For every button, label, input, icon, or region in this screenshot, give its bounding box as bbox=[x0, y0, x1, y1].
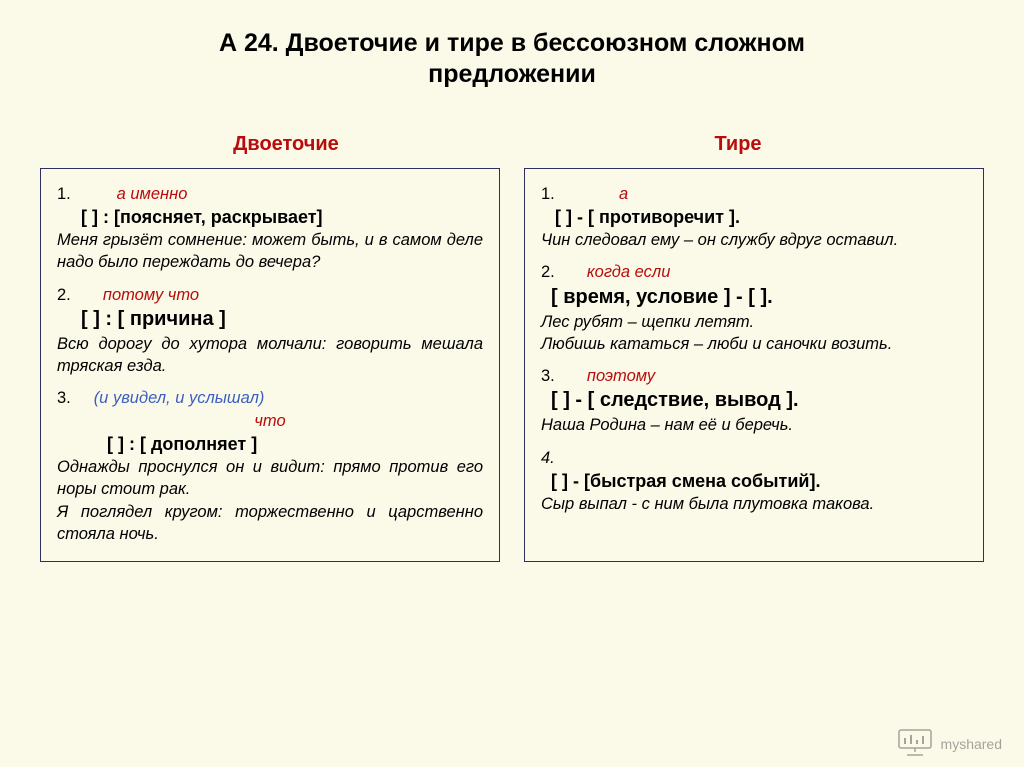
scheme-2: [ время, условие ] - [ ]. bbox=[541, 284, 967, 311]
hint-poetomu: поэтому bbox=[587, 367, 655, 385]
watermark: myshared bbox=[897, 728, 1002, 759]
item-number: 1. bbox=[541, 185, 555, 203]
item-2: 2. потому что [ ] : [ причина ] Всю доро… bbox=[57, 284, 483, 378]
hint-a-imenno: а именно bbox=[117, 185, 188, 203]
example-2: Всю дорогу до хутора молчали: говорить м… bbox=[57, 333, 483, 378]
colon-panel: 1. а именно [ ] : [поясняет, раскрывает]… bbox=[40, 168, 500, 563]
scheme-2: [ ] : [ причина ] bbox=[57, 306, 483, 333]
example-1: Чин следовал ему – он службу вдруг остав… bbox=[541, 229, 967, 251]
watermark-text: myshared bbox=[941, 736, 1002, 752]
scheme-3: [ ] : [ дополняет ] bbox=[57, 432, 483, 456]
heading-dash: Тире bbox=[512, 133, 964, 156]
column-headings: Двоеточие Тире bbox=[0, 133, 1024, 156]
item-number: 1. bbox=[57, 185, 71, 203]
item-3: 3. (и увидел, и услышал) что [ ] : [ доп… bbox=[57, 387, 483, 545]
item-3: 3. поэтому [ ] - [ следствие, вывод ]. Н… bbox=[541, 365, 967, 437]
item-1: 1. а [ ] - [ противоречит ]. Чин следова… bbox=[541, 183, 967, 252]
scheme-4: [ ] - [быстрая смена событий]. bbox=[541, 469, 967, 493]
scheme-1: [ ] - [ противоречит ]. bbox=[541, 205, 967, 229]
example-2b: Любишь кататься – люби и саночки возить. bbox=[541, 333, 967, 355]
example-3b: Я поглядел кругом: торжественно и царств… bbox=[57, 501, 483, 546]
item-number: 3. bbox=[57, 389, 71, 407]
example-3a: Однажды проснулся он и видит: прямо прот… bbox=[57, 456, 483, 501]
title-line-2: предложении bbox=[428, 60, 596, 88]
hint-chto: что bbox=[57, 410, 483, 432]
item-number: 2. bbox=[57, 286, 71, 304]
item-number: 3. bbox=[541, 367, 555, 385]
item-number: 4. bbox=[541, 447, 967, 469]
heading-colon: Двоеточие bbox=[60, 133, 512, 156]
presentation-icon bbox=[897, 728, 933, 759]
example-3: Наша Родина – нам её и беречь. bbox=[541, 414, 967, 436]
hint-uvidel-uslyshal: (и увидел, и услышал) bbox=[94, 389, 265, 407]
scheme-1: [ ] : [поясняет, раскрывает] bbox=[57, 205, 483, 229]
page-title: А 24. Двоеточие и тире в бессоюзном слож… bbox=[0, 0, 1024, 91]
scheme-3: [ ] - [ следствие, вывод ]. bbox=[541, 387, 967, 414]
example-1: Меня грызёт сомнение: может быть, и в са… bbox=[57, 229, 483, 274]
hint-potomu-chto: потому что bbox=[103, 286, 199, 304]
hint-kogda-esli: когда если bbox=[587, 263, 671, 281]
item-number: 2. bbox=[541, 263, 555, 281]
hint-a: а bbox=[619, 185, 628, 203]
item-4: 4. [ ] - [быстрая смена событий]. Сыр вы… bbox=[541, 447, 967, 516]
item-1: 1. а именно [ ] : [поясняет, раскрывает]… bbox=[57, 183, 483, 274]
example-4: Сыр выпал - с ним была плутовка такова. bbox=[541, 493, 967, 515]
title-line-1: А 24. Двоеточие и тире в бессоюзном слож… bbox=[219, 29, 805, 57]
example-2a: Лес рубят – щепки летят. bbox=[541, 311, 967, 333]
item-2: 2. когда если [ время, условие ] - [ ]. … bbox=[541, 261, 967, 355]
dash-panel: 1. а [ ] - [ противоречит ]. Чин следова… bbox=[524, 168, 984, 563]
content-columns: 1. а именно [ ] : [поясняет, раскрывает]… bbox=[0, 168, 1024, 563]
